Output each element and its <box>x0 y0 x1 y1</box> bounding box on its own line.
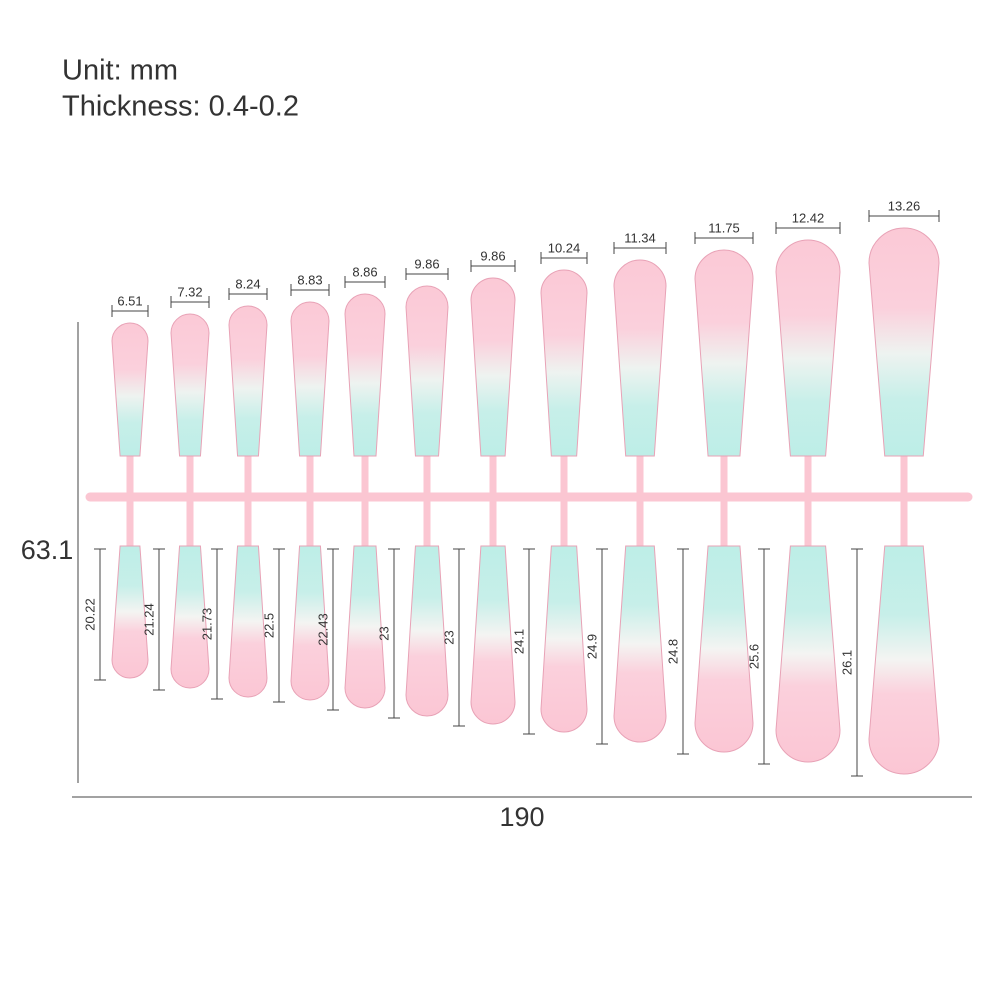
nail-length: 23 <box>441 630 456 644</box>
overall-width: 190 <box>499 802 544 832</box>
nail-length: 20.22 <box>82 598 97 631</box>
nail <box>540 269 588 457</box>
nail-width: 8.24 <box>235 276 260 291</box>
nail-width: 11.75 <box>708 220 740 235</box>
nail-length: 24.1 <box>511 629 526 654</box>
nail <box>775 545 841 763</box>
nail <box>344 293 386 457</box>
thickness: Thickness: 0.4-0.2 <box>62 91 299 123</box>
overall-height: 63.1 <box>21 535 74 565</box>
nail-length: 26.1 <box>839 650 854 675</box>
nail-length: 22.43 <box>315 613 330 646</box>
nail-width: 8.86 <box>352 264 377 279</box>
nail-width: 13.26 <box>888 198 921 213</box>
nail <box>290 545 330 701</box>
nail <box>170 545 210 689</box>
nail-width: 8.83 <box>297 272 322 287</box>
nail-width: 9.86 <box>480 248 505 263</box>
nail <box>170 313 210 457</box>
nail <box>470 545 516 725</box>
nail-length: 21.73 <box>199 608 214 641</box>
nail-length: 24.9 <box>584 634 599 659</box>
nail-width: 7.32 <box>177 284 202 299</box>
nail-length: 23 <box>376 626 391 640</box>
nail <box>111 322 149 457</box>
nail-width: 6.51 <box>117 293 142 308</box>
nail <box>228 305 268 457</box>
nail <box>540 545 588 733</box>
nail-length: 21.24 <box>141 603 156 636</box>
nail <box>613 259 667 457</box>
nail-length: 24.8 <box>665 639 680 664</box>
nail <box>868 227 940 457</box>
nail <box>775 239 841 457</box>
nail <box>470 277 516 457</box>
nail <box>694 249 754 457</box>
nail <box>228 545 268 698</box>
nail <box>290 301 330 457</box>
nail-length: 22.5 <box>261 613 276 638</box>
nail <box>111 545 149 679</box>
nail <box>405 545 449 717</box>
nail-width: 9.86 <box>414 256 439 271</box>
nail-width: 12.42 <box>792 210 825 225</box>
nail-width: 10.24 <box>548 240 581 255</box>
nail <box>694 545 754 753</box>
nail-length: 25.6 <box>746 644 761 669</box>
nail <box>868 545 940 775</box>
unit: Unit: mm <box>62 55 178 87</box>
nail <box>613 545 667 743</box>
nail <box>405 285 449 457</box>
nail <box>344 545 386 709</box>
nail-width: 11.34 <box>624 230 656 245</box>
